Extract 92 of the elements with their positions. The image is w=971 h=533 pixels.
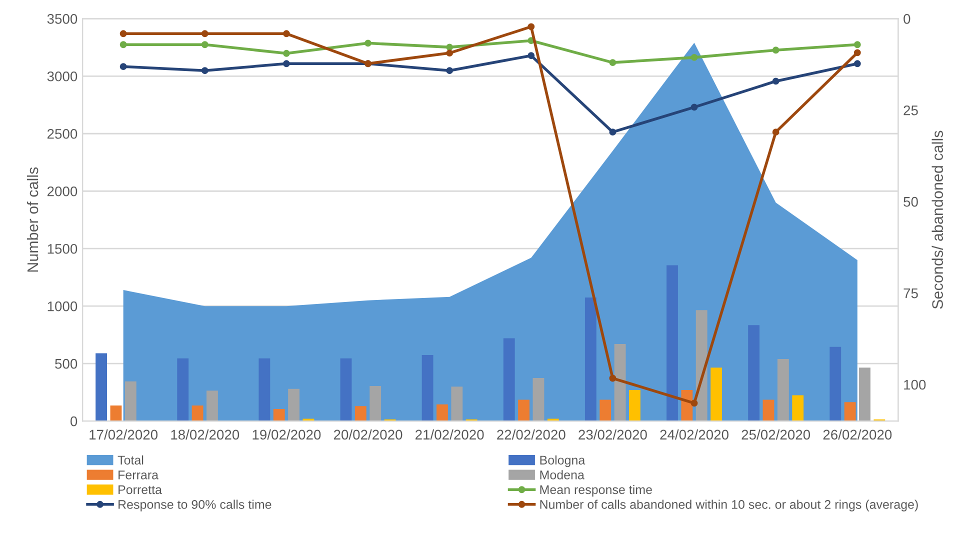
bar (273, 409, 285, 422)
legend-label: Response to 90% calls time (118, 500, 272, 512)
point (690, 104, 698, 111)
bar (859, 368, 870, 422)
x-tick-label: 25/02/2020 (742, 429, 810, 440)
x-tick-label: 23/02/2020 (578, 429, 647, 440)
bar (844, 402, 856, 422)
y-tick-label: 2000 (47, 186, 78, 196)
point (609, 374, 616, 382)
legend-label: Ferrara (118, 470, 159, 480)
point (446, 50, 454, 57)
point (120, 30, 127, 38)
point (282, 50, 290, 57)
legend-label: Modena (540, 470, 584, 480)
point (528, 23, 535, 30)
x-tick-label: 21/02/2020 (416, 429, 484, 440)
legend-label: Bologna (540, 455, 586, 468)
x-tick-label: 26/02/2020 (823, 429, 892, 440)
point (772, 78, 780, 85)
bar (600, 400, 612, 422)
bar (177, 358, 189, 422)
point (201, 41, 208, 48)
y-tick-label: 3500 (47, 14, 78, 24)
bar (192, 406, 204, 422)
bar (340, 358, 352, 422)
y2-tick-label: 25 (904, 105, 918, 116)
bar (614, 344, 626, 422)
y-tick-label: 2500 (47, 128, 78, 139)
x-tick-label: 20/02/2020 (334, 429, 402, 440)
point (446, 67, 454, 74)
y-tick-label: 1000 (48, 301, 78, 312)
point (854, 60, 861, 68)
bar (792, 395, 804, 422)
bar (451, 386, 463, 422)
y-tick-label: 3000 (47, 71, 78, 82)
bar (777, 358, 789, 422)
point (201, 67, 208, 74)
y2-tick-label: 0 (904, 14, 910, 24)
bar (503, 338, 515, 422)
point (609, 128, 616, 136)
bar (124, 381, 136, 422)
point (201, 30, 208, 38)
legend-label: Total (118, 455, 144, 465)
y2-tick-label: 50 (904, 196, 918, 207)
x-tick-label: 19/02/2020 (252, 429, 321, 440)
bar (584, 297, 596, 422)
point (282, 60, 290, 68)
point (446, 44, 454, 51)
bar (258, 358, 270, 422)
bar (436, 404, 448, 422)
bar (696, 310, 708, 422)
bar (748, 325, 760, 422)
point (120, 41, 127, 48)
point (282, 30, 290, 38)
legend-label: Porretta (118, 485, 162, 494)
point (854, 49, 861, 56)
y2-tick-label: 100 (904, 380, 926, 390)
bar (666, 265, 678, 422)
y2-tick-label: 75 (904, 288, 918, 298)
bar (110, 406, 122, 422)
bar (354, 406, 366, 422)
point (609, 59, 616, 66)
point (772, 46, 780, 54)
point (690, 54, 698, 61)
point (120, 63, 127, 70)
bar (532, 378, 544, 422)
legend-label: Number of calls abandoned within 10 sec. or about 2 rings (average) (540, 500, 918, 512)
bar (629, 390, 640, 422)
bar (288, 388, 300, 422)
y-tick-label: 500 (55, 358, 78, 369)
bar (422, 354, 434, 422)
y2-axis-title: Seconds/ abandoned calls (932, 130, 943, 309)
bar (370, 386, 382, 422)
x-tick-label: 18/02/2020 (171, 429, 240, 440)
legend-label: Mean response time (540, 484, 652, 497)
point (772, 128, 780, 136)
y-tick-label: 1500 (48, 244, 78, 254)
bar (206, 390, 218, 422)
bar (710, 368, 722, 422)
point (690, 400, 698, 407)
y-tick-label: 0 (70, 416, 78, 426)
bar (518, 400, 530, 422)
x-tick-label: 24/02/2020 (660, 429, 728, 440)
point (364, 40, 372, 47)
bar (96, 353, 108, 422)
y-axis-title: Number of calls (26, 167, 38, 272)
bar (762, 400, 774, 422)
x-tick-label: 17/02/2020 (90, 429, 158, 440)
x-tick-label: 22/02/2020 (497, 429, 566, 440)
bar (830, 346, 842, 422)
point (528, 52, 535, 60)
point (854, 41, 861, 48)
